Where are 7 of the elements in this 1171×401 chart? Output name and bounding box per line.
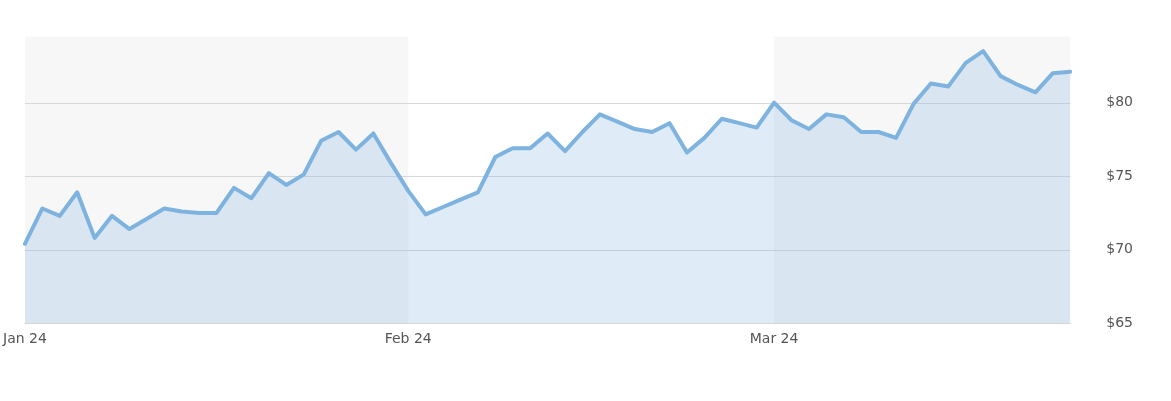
y-tick-label: $70: [1106, 240, 1134, 257]
y-tick-label: $75: [1106, 166, 1134, 183]
x-tick-label: Jan 24: [1, 330, 47, 347]
x-tick-label: Feb 24: [384, 330, 432, 347]
x-tick-label: Mar 24: [749, 330, 799, 347]
y-tick-label: $80: [1106, 93, 1134, 110]
y-tick-label: $65: [1106, 313, 1134, 330]
